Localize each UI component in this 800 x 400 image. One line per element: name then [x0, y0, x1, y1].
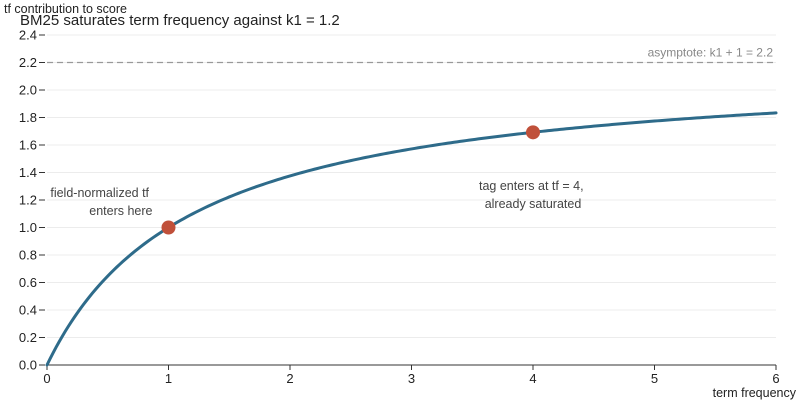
- axes: 0.0 0.2 0.4 0.6 0.8 1.0 1.2 1.4 1.6 1.8 2.0 2.2 2.4 0…: [19, 28, 780, 387]
- highlight-point: [526, 125, 540, 140]
- x-tick-label: 6: [772, 371, 779, 386]
- y-axis-title: tf contribution to score: [4, 2, 127, 16]
- x-tick-label: 2: [286, 371, 293, 386]
- y-tick-label: 2.0: [19, 83, 37, 98]
- chart-title: BM25 saturates term frequency against k1…: [20, 12, 340, 29]
- annotation-line: enters here: [89, 204, 152, 218]
- y-tick-label: 0.6: [19, 275, 37, 290]
- annotation-line: already saturated: [485, 197, 582, 211]
- y-tick-label: 1.6: [19, 138, 37, 153]
- grid-lines: [47, 34, 776, 338]
- annotation-line: field-normalized tf: [50, 186, 149, 200]
- y-tick-label: 0.2: [19, 330, 37, 345]
- annotation-tag-enters: tag enters at tf = 4, already saturated: [479, 179, 587, 211]
- y-tick-label: 2.4: [19, 28, 37, 43]
- y-tick-label: 1.0: [19, 220, 37, 235]
- x-axis-title: term frequency: [713, 386, 797, 400]
- y-tick-label: 2.2: [19, 55, 37, 70]
- asymptote-label: asymptote: k1 + 1 = 2.2: [648, 46, 774, 60]
- y-tick-label: 0.4: [19, 303, 37, 318]
- highlight-points: [161, 125, 540, 235]
- x-tick-label: 5: [651, 371, 658, 386]
- y-tick-label: 0.8: [19, 248, 37, 263]
- highlight-point: [161, 220, 176, 235]
- y-tick-label: 1.2: [19, 193, 37, 208]
- x-tick-label: 1: [165, 371, 172, 386]
- x-tick-label: 0: [43, 371, 50, 386]
- x-tick-label: 3: [408, 371, 415, 386]
- y-tick-label: 1.4: [19, 165, 37, 180]
- series-group: [45, 111, 778, 367]
- annotation-field-normalized: field-normalized tf enters here: [50, 186, 152, 218]
- annotation-line: tag enters at tf = 4,: [479, 179, 584, 193]
- x-tick-label: 4: [529, 371, 536, 386]
- annotations: field-normalized tf enters here tag ente…: [50, 179, 587, 218]
- y-tick-label: 1.8: [19, 110, 37, 125]
- series-line: [45, 111, 778, 367]
- asymptote-group: asymptote: k1 + 1 = 2.2: [47, 46, 776, 64]
- y-tick-label: 0.0: [19, 358, 37, 373]
